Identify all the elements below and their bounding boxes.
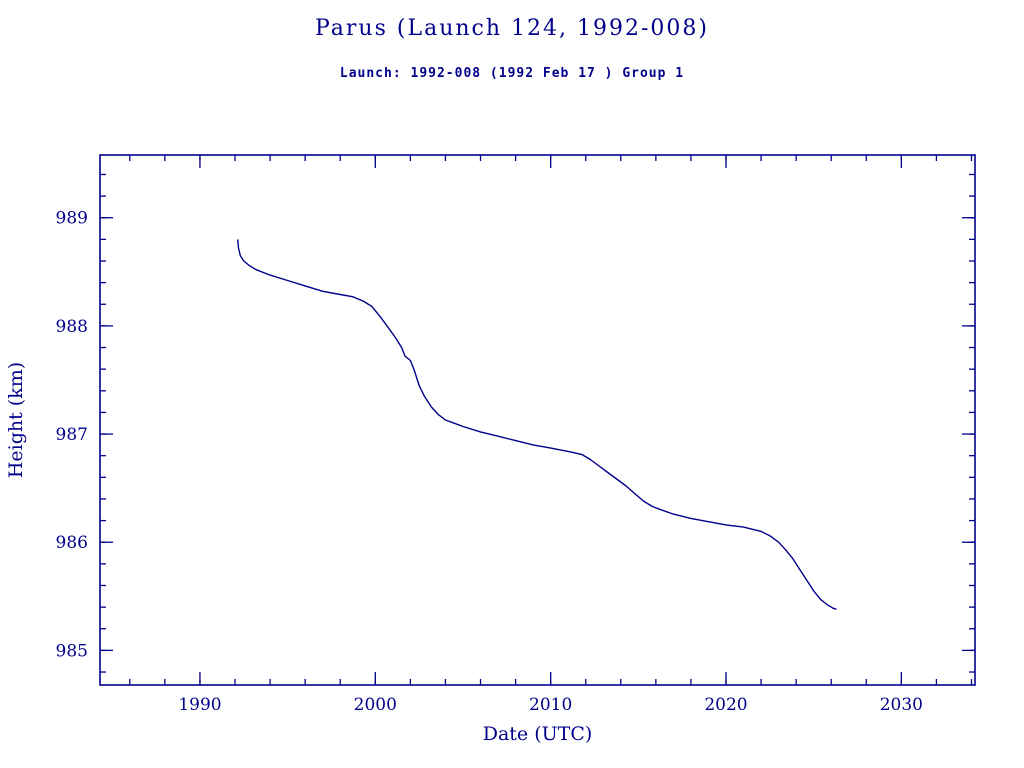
- plot-frame: [99, 154, 976, 686]
- x-tick-label: 2010: [529, 695, 572, 715]
- y-tick-label: 985: [56, 641, 88, 661]
- x-tick-label: 2030: [880, 695, 923, 715]
- data-series-line: [237, 239, 837, 610]
- y-tick-label: 989: [56, 209, 88, 229]
- chart-title: Parus (Launch 124, 1992-008): [314, 16, 709, 41]
- x-axis-label: Date (UTC): [483, 723, 593, 745]
- y-tick-label: 986: [56, 533, 88, 553]
- y-tick-label: 987: [56, 425, 88, 445]
- y-tick-label: 988: [56, 317, 88, 337]
- x-tick-label: 1990: [178, 695, 221, 715]
- chart-subtitle: Launch: 1992-008 (1992 Feb 17 ) Group 1: [339, 66, 685, 81]
- y-axis-label: Height (km): [5, 362, 27, 478]
- x-tick-label: 2000: [354, 695, 397, 715]
- x-tick-label: 2020: [704, 695, 747, 715]
